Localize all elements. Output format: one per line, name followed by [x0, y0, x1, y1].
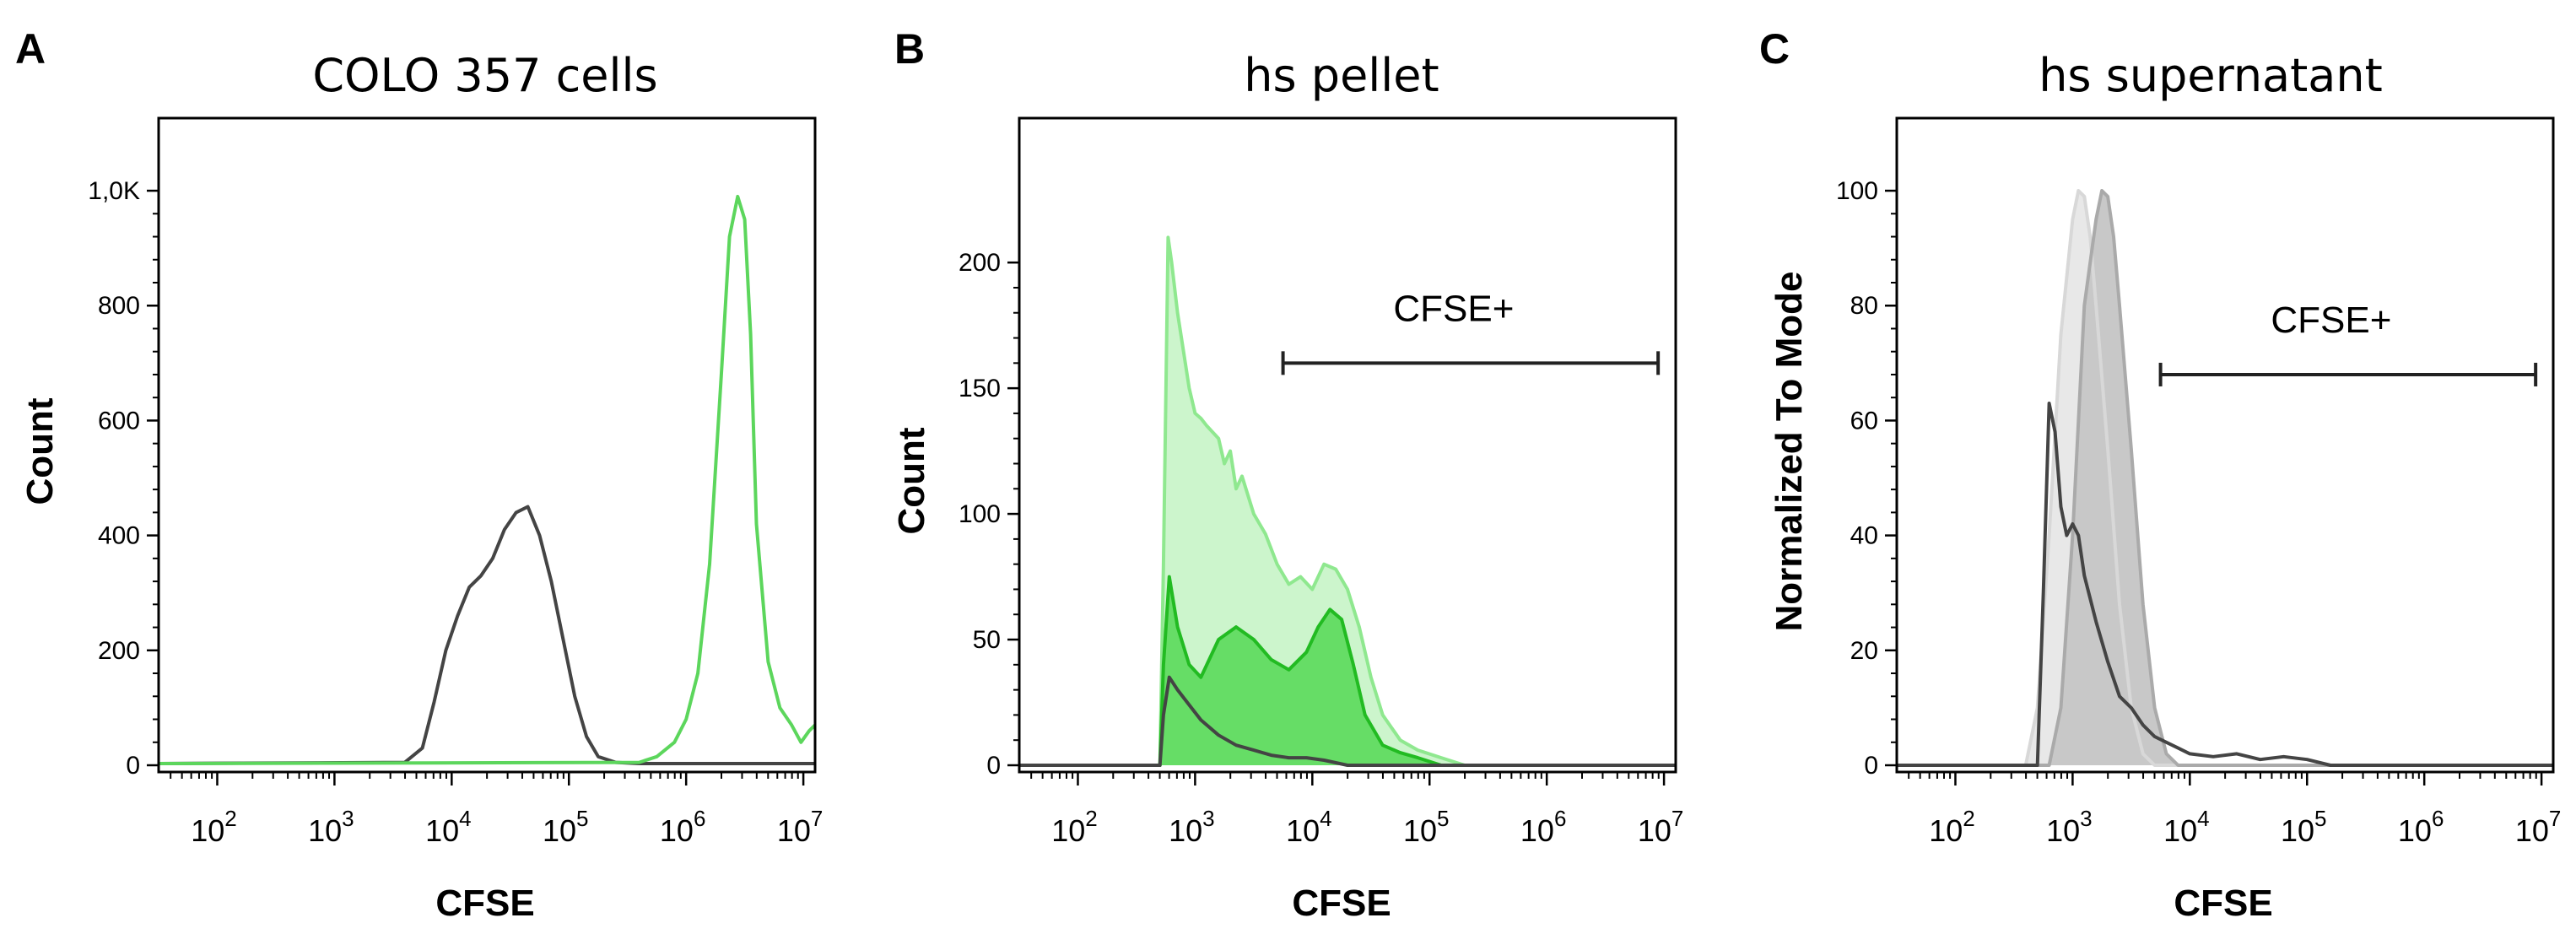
y-tick-label: 200: [98, 637, 140, 665]
y-axis-label: Count: [19, 397, 61, 505]
y-tick-label: 800: [98, 292, 140, 320]
x-tick-label: 104: [425, 806, 472, 848]
chart-title: hs supernatant: [2039, 49, 2383, 102]
chart-title: hs pellet: [1244, 49, 1439, 102]
series-line-0: [1897, 189, 2553, 767]
x-tick-label: 105: [1403, 806, 1450, 848]
panel-a: A COLO 357 cells 0 200 400 600 800 1,0K 102 103…: [15, 25, 823, 924]
y-tick-label: 1,0K: [88, 177, 140, 205]
panel-letter: C: [1759, 25, 1790, 73]
plot-area: 0 200 400 600 800 1,0K 102 103 104 105 106 107: [88, 116, 824, 848]
x-tick-label: 106: [660, 806, 706, 848]
y-tick-label: 100: [1836, 177, 1878, 205]
y-tick-label: 100: [959, 500, 1001, 528]
x-tick-label: 102: [1929, 806, 1975, 848]
plot-area: 0 50 100 150 200 102 103 104 105 106 107 CFSE+: [959, 116, 1684, 848]
x-tick-label: 107: [2515, 806, 2562, 848]
gate-label: CFSE+: [2271, 300, 2391, 341]
x-tick-label: 105: [2281, 806, 2327, 848]
y-tick-label: 60: [1850, 407, 1878, 435]
x-tick-label: 107: [1638, 806, 1684, 848]
x-axis-label: CFSE: [1292, 883, 1391, 924]
y-tick-label: 150: [959, 375, 1001, 402]
y-axis-label: Normalized To Mode: [1769, 272, 1810, 632]
chart-title: COLO 357 cells: [312, 49, 657, 102]
panel-letter: B: [894, 25, 925, 73]
y-tick-label: 20: [1850, 637, 1878, 665]
series-fill-0: [1897, 191, 2553, 765]
x-tick-label: 105: [543, 806, 589, 848]
x-tick-label: 104: [1286, 806, 1332, 848]
x-tick-label: 104: [2163, 806, 2210, 848]
y-tick-label: 600: [98, 407, 140, 435]
series-line-2: [1897, 402, 2553, 767]
x-tick-label: 102: [1051, 806, 1098, 848]
panel-letter: A: [15, 25, 46, 73]
x-tick-label: 106: [1520, 806, 1567, 848]
y-tick-label: 200: [959, 249, 1001, 277]
y-tick-label: 0: [1864, 752, 1878, 780]
plot-frame: [1895, 116, 2555, 774]
x-tick-label: 103: [2046, 806, 2093, 848]
series-fill-1: [1019, 576, 1676, 765]
series-line-2: [1019, 675, 1676, 767]
series-line-1: [158, 194, 817, 765]
y-tick-label: 50: [973, 626, 1001, 654]
x-axis-label: CFSE: [2174, 883, 2272, 924]
x-tick-label: 103: [308, 806, 354, 848]
y-tick-label: 0: [126, 752, 140, 780]
y-tick-label: 0: [986, 752, 1001, 780]
y-tick-label: 80: [1850, 292, 1878, 320]
y-tick-label: 400: [98, 522, 140, 550]
x-tick-label: 102: [191, 806, 237, 848]
panel-c: C hs supernatant 0 20 40 60 80 100 102 103 104 10…: [1759, 25, 2561, 924]
panel-b: B hs pellet 0 50 100 150 200 102 103 104 105 106 1…: [891, 25, 1683, 924]
series-line-0: [158, 505, 815, 765]
series-line-0: [1019, 235, 1676, 767]
series-line-1: [1897, 189, 2553, 767]
x-tick-label: 103: [1169, 806, 1215, 848]
x-tick-label: 107: [777, 806, 824, 848]
y-tick-label: 40: [1850, 522, 1878, 550]
y-axis-label: Count: [891, 427, 932, 534]
x-tick-label: 106: [2398, 806, 2444, 848]
series-fill-0: [1019, 237, 1676, 765]
plot-area: 0 20 40 60 80 100 102 103 104 105 106 107 CFSE+: [1836, 116, 2562, 848]
series-fill-1: [1897, 191, 2553, 765]
x-axis-label: CFSE: [435, 883, 534, 924]
gate-label: CFSE+: [1393, 288, 1514, 329]
series-line-1: [1019, 575, 1676, 767]
